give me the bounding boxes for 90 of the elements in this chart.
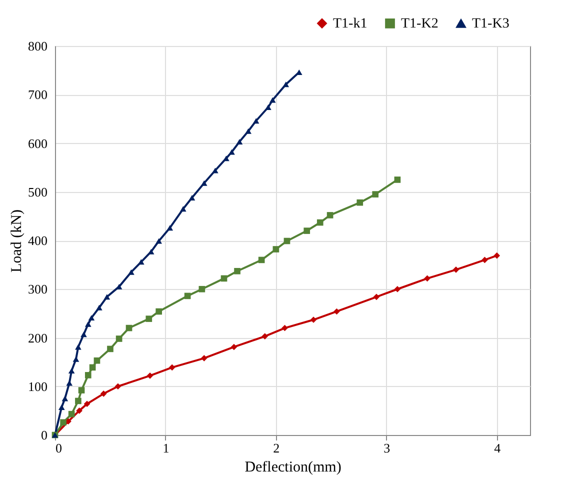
- point: [228, 149, 235, 155]
- point: [394, 176, 401, 183]
- point: [60, 419, 66, 426]
- y-tick-label: 300: [28, 282, 48, 297]
- point: [114, 383, 122, 390]
- point: [58, 404, 65, 410]
- point: [424, 275, 430, 282]
- point: [75, 344, 82, 350]
- y-axis-title: Load (kN): [9, 210, 25, 272]
- y-tick-label: 600: [28, 136, 48, 151]
- point: [116, 336, 122, 342]
- legend-label: T1-K3: [472, 16, 510, 32]
- x-tick-label: 4: [494, 440, 502, 456]
- point: [262, 333, 268, 340]
- y-tick-label: 700: [28, 87, 48, 102]
- point: [282, 82, 290, 88]
- point: [452, 266, 460, 273]
- point: [100, 390, 107, 397]
- point: [62, 396, 68, 402]
- point: [284, 238, 290, 244]
- point: [282, 324, 288, 332]
- point: [316, 219, 324, 226]
- point: [184, 292, 191, 300]
- point: [180, 206, 186, 212]
- point: [156, 308, 162, 315]
- point: [494, 252, 500, 259]
- legend-label: T1-k1: [333, 16, 368, 32]
- point: [198, 286, 206, 292]
- point: [156, 238, 162, 244]
- point: [223, 156, 230, 162]
- point: [265, 104, 272, 110]
- point: [272, 246, 280, 252]
- point: [334, 308, 340, 315]
- point: [394, 286, 401, 292]
- x-tick-label: 2: [273, 440, 280, 456]
- point: [269, 97, 276, 103]
- point: [80, 332, 87, 338]
- point: [146, 316, 152, 322]
- point: [212, 168, 218, 174]
- point: [94, 357, 100, 364]
- point: [252, 118, 260, 124]
- point: [373, 294, 380, 300]
- y-tick-label: 0: [41, 428, 48, 442]
- point: [78, 387, 85, 394]
- point: [84, 400, 90, 408]
- point: [234, 268, 240, 274]
- point: [236, 139, 243, 145]
- point: [89, 364, 96, 371]
- point: [168, 364, 176, 371]
- point: [75, 398, 82, 404]
- point: [84, 321, 92, 327]
- point: [166, 225, 174, 231]
- y-tick-label: 400: [28, 233, 48, 248]
- x-tick-label: 3: [384, 440, 390, 456]
- point: [72, 356, 80, 362]
- point: [138, 259, 144, 265]
- point: [68, 410, 75, 418]
- y-tick-label: 800: [28, 38, 48, 54]
- point: [200, 180, 208, 186]
- point: [304, 228, 310, 234]
- point: [230, 344, 238, 350]
- point: [84, 372, 92, 378]
- point: [482, 256, 488, 264]
- x-tick-label: 0: [56, 440, 62, 456]
- point: [88, 315, 95, 321]
- point: [220, 275, 228, 282]
- point: [200, 355, 208, 362]
- legend-label: T1-K2: [401, 16, 438, 32]
- point: [372, 191, 379, 198]
- point: [107, 346, 114, 352]
- point: [96, 304, 102, 310]
- point: [188, 194, 196, 200]
- x-tick-label: 1: [162, 440, 170, 456]
- y-tick-label: 200: [28, 330, 48, 346]
- point: [258, 256, 265, 264]
- point: [126, 324, 132, 332]
- point: [245, 128, 252, 134]
- point: [326, 212, 334, 218]
- point: [310, 316, 317, 323]
- y-tick-label: 100: [28, 378, 48, 394]
- point: [128, 269, 134, 275]
- point: [104, 294, 110, 300]
- point: [146, 372, 154, 379]
- x-axis-title: Deflection(mm): [244, 460, 342, 476]
- y-tick-label: 500: [28, 184, 48, 200]
- point: [356, 199, 364, 206]
- point: [66, 380, 73, 386]
- point: [76, 408, 82, 414]
- point: [68, 368, 75, 374]
- point: [148, 248, 154, 254]
